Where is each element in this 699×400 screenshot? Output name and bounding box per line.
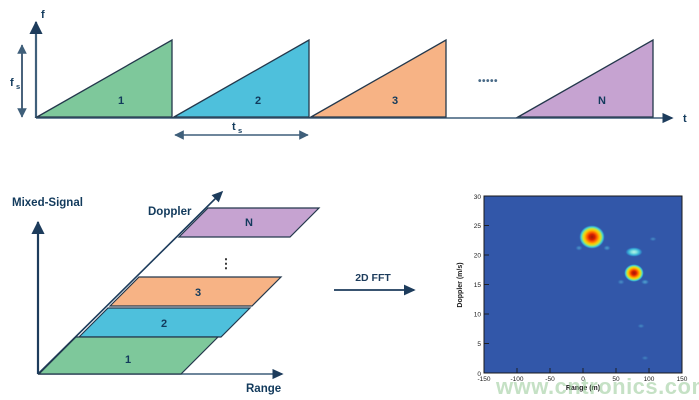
cube-slice-label-2: 2 bbox=[161, 318, 167, 330]
heatmap-noise-point bbox=[637, 323, 645, 329]
cube-vertical-axis-label: Mixed-Signal bbox=[12, 197, 83, 209]
heatmap-y-axis-title: Doppler (m/s) bbox=[457, 262, 464, 307]
range-doppler-heatmap bbox=[483, 195, 683, 374]
chirp-triangle-n bbox=[515, 38, 654, 118]
cube-chart bbox=[31, 190, 321, 380]
heatmap-noise-point bbox=[640, 279, 650, 285]
fft-label: 2D FFT bbox=[355, 272, 391, 284]
heatmap-target-3 bbox=[624, 264, 644, 282]
cube-diagonal-axis-label: Doppler bbox=[148, 206, 192, 218]
chirp-label-1: 1 bbox=[118, 95, 124, 107]
heatmap-x-tick: 100 bbox=[644, 376, 655, 383]
period-label: t s bbox=[232, 121, 242, 135]
chirp-x-axis-label: t bbox=[683, 113, 687, 125]
chirp-chart bbox=[17, 20, 674, 140]
heatmap-y-tick: 15 bbox=[474, 282, 482, 289]
heatmap-y-tick: 5 bbox=[477, 341, 481, 348]
bandwidth-label-base: f bbox=[10, 77, 14, 89]
heatmap-noise-point bbox=[649, 236, 657, 242]
heatmap-y-tick: 30 bbox=[474, 194, 482, 201]
heatmap-target-1 bbox=[579, 225, 605, 249]
heatmap-target-2 bbox=[625, 247, 643, 257]
heatmap-noise-point bbox=[575, 245, 583, 251]
chirp-label-3: 3 bbox=[392, 95, 398, 107]
heatmap-y-ticks bbox=[484, 195, 489, 374]
heatmap-noise-point bbox=[603, 245, 611, 251]
heatmap-x-tick: -100 bbox=[510, 376, 523, 383]
heatmap-y-tick: 25 bbox=[474, 223, 482, 230]
heatmap-x-tick: 0 bbox=[581, 376, 585, 383]
heatmap-x-ticks bbox=[483, 368, 683, 373]
heatmap-x-tick: -50 bbox=[545, 376, 555, 383]
period-label-sub: s bbox=[238, 126, 242, 135]
chirp-y-axis-label: f bbox=[41, 9, 45, 21]
cube-slice-label-n: N bbox=[245, 217, 253, 229]
cube-slice-label-1: 1 bbox=[125, 354, 131, 366]
heatmap-blobs bbox=[575, 225, 657, 361]
bandwidth-label-sub: s bbox=[16, 82, 20, 91]
heatmap-x-tick: 150 bbox=[677, 376, 688, 383]
cube-slice-label-3: 3 bbox=[195, 287, 201, 299]
cube-slice-3 bbox=[108, 276, 283, 307]
heatmap-x-tick: -150 bbox=[477, 376, 490, 383]
cube-slice-1 bbox=[37, 336, 220, 375]
chirp-triangle-3 bbox=[308, 38, 447, 118]
heatmap-noise-point bbox=[617, 279, 625, 285]
heatmap-y-tick: 20 bbox=[474, 253, 482, 260]
chirp-triangle-2 bbox=[171, 38, 310, 118]
heatmap-x-tick: 50 bbox=[612, 376, 620, 383]
heatmap-noise-point bbox=[641, 355, 649, 361]
cube-slice-n bbox=[177, 207, 321, 238]
chirp-label-2: 2 bbox=[255, 95, 261, 107]
chirp-ellipsis: ••••• bbox=[478, 76, 498, 87]
heatmap-background bbox=[484, 196, 682, 373]
chirp-triangle-1 bbox=[34, 38, 173, 118]
period-label-base: t bbox=[232, 121, 236, 133]
chirp-label-n: N bbox=[598, 95, 606, 107]
heatmap-y-tick: 10 bbox=[474, 312, 482, 319]
cube-vertical-dots: ⋮ bbox=[220, 256, 233, 271]
heatmap-y-tick: 0 bbox=[477, 371, 481, 378]
bandwidth-label: f s bbox=[10, 77, 20, 91]
cube-horizontal-axis-label: Range bbox=[246, 383, 281, 395]
heatmap-x-axis-title: Range (m) bbox=[566, 385, 600, 392]
